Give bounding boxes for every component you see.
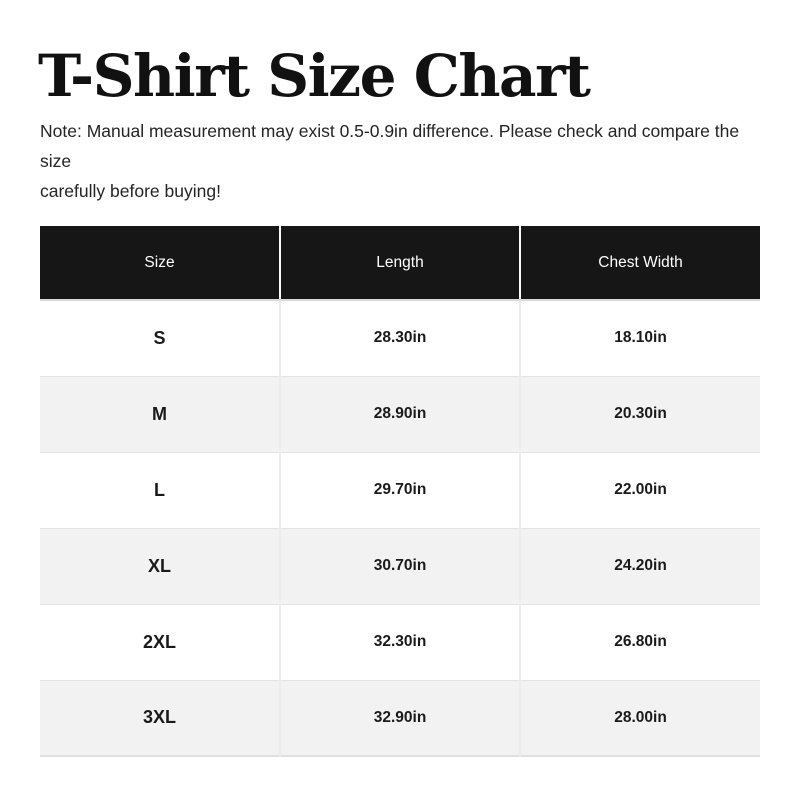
size-cell: M: [40, 375, 281, 452]
column-header-length: Length: [280, 226, 521, 301]
length-cell: 30.70in: [280, 527, 521, 604]
size-cell: 3XL: [40, 679, 281, 756]
chest-width-cell: 26.80in: [520, 603, 760, 680]
table-row: 2XL 32.30in 26.80in: [40, 603, 760, 680]
chest-width-cell: 28.00in: [520, 679, 760, 756]
length-cell: 28.90in: [280, 375, 521, 452]
column-header-size: Size: [40, 226, 281, 301]
length-cell: 28.30in: [280, 300, 521, 376]
size-cell: S: [40, 300, 281, 376]
column-header-chest-width: Chest Width: [520, 226, 760, 301]
table-row: XL 30.70in 24.20in: [40, 527, 760, 604]
note-text: Note: Manual measurement may exist 0.5-0…: [40, 116, 770, 206]
page-title: T-Shirt Size Chart: [38, 42, 591, 110]
length-cell: 32.90in: [280, 679, 521, 756]
size-cell: 2XL: [40, 603, 281, 680]
chest-width-cell: 18.10in: [520, 300, 760, 376]
note-line-1: Note: Manual measurement may exist 0.5-0…: [40, 121, 740, 171]
table-row: M 28.90in 20.30in: [40, 375, 760, 452]
note-line-2: carefully before buying!: [40, 181, 221, 201]
chest-width-cell: 24.20in: [520, 527, 760, 604]
chest-width-cell: 22.00in: [520, 451, 760, 528]
chest-width-cell: 20.30in: [520, 375, 760, 452]
table-row: S 28.30in 18.10in: [40, 300, 760, 376]
length-cell: 32.30in: [280, 603, 521, 680]
size-cell: XL: [40, 527, 281, 604]
size-cell: L: [40, 451, 281, 528]
table-row: 3XL 32.90in 28.00in: [40, 679, 760, 756]
table-header-row: Size Length Chest Width: [40, 226, 760, 301]
length-cell: 29.70in: [280, 451, 521, 528]
table-row: L 29.70in 22.00in: [40, 451, 760, 528]
size-table: Size Length Chest Width S 28.30in 18.10i…: [40, 226, 760, 757]
